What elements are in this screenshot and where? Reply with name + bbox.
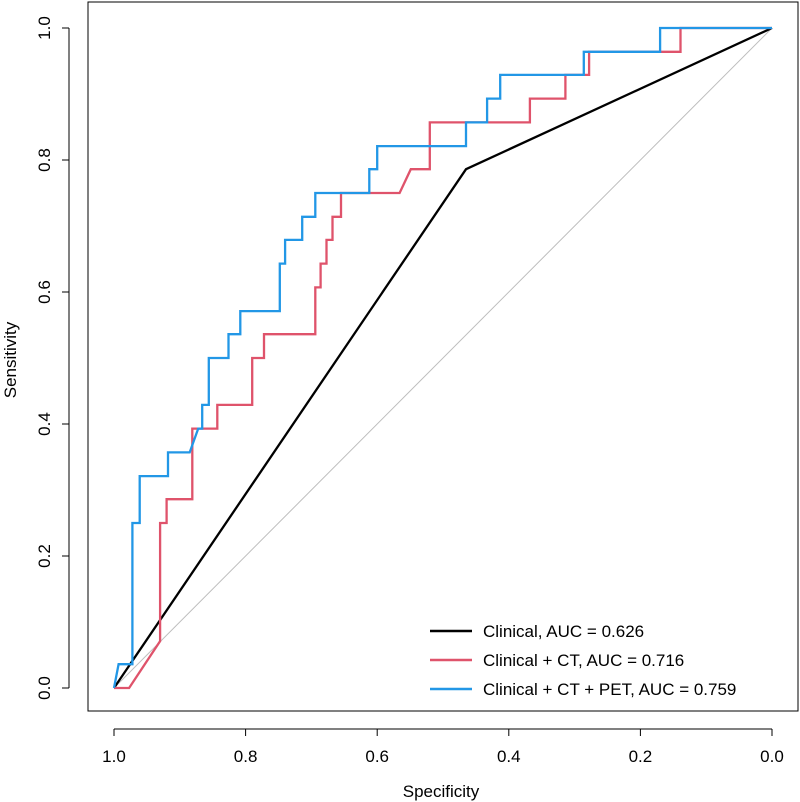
- y-tick-label: 1.0: [35, 16, 54, 40]
- series-layer: [112, 26, 773, 690]
- y-tick-label: 0.4: [35, 412, 54, 436]
- legend-label-clinical: Clinical, AUC = 0.626: [483, 622, 644, 641]
- plot-frame: [87, 1, 799, 712]
- legend-label-clinical-ct: Clinical + CT, AUC = 0.716: [483, 651, 684, 670]
- y-tick-label: 0.0: [35, 676, 54, 700]
- reference-diagonal: [113, 27, 773, 689]
- roc-line-clinical: [113, 26, 773, 689]
- legend: Clinical, AUC = 0.626 Clinical + CT, AUC…: [430, 622, 736, 699]
- roc-line-clinical-ct-pet: [112, 26, 772, 689]
- x-tick-label: 1.0: [102, 747, 126, 766]
- y-axis-title: Sensitivity: [1, 321, 20, 398]
- y-tick-label: 0.2: [35, 544, 54, 568]
- roc-line-clinical-ct: [114, 26, 772, 690]
- x-tick-label: 0.8: [234, 747, 258, 766]
- x-tick-label: 0.6: [365, 747, 389, 766]
- x-tick-label: 0.2: [629, 747, 653, 766]
- x-tick-label: 0.0: [760, 747, 784, 766]
- x-tick-label: 0.4: [497, 747, 521, 766]
- axis-layer: 1.0 0.8 0.6 0.4 0.2 0.0 0.0 0.2 0.4 0.6 0.8 1.0: [35, 16, 784, 766]
- y-tick-label: 0.6: [35, 280, 54, 304]
- x-axis-title: Specificity: [403, 782, 480, 801]
- y-tick-label: 0.8: [35, 148, 54, 172]
- reference-layer: [113, 27, 773, 689]
- legend-label-clinical-ct-pet: Clinical + CT + PET, AUC = 0.759: [483, 680, 736, 699]
